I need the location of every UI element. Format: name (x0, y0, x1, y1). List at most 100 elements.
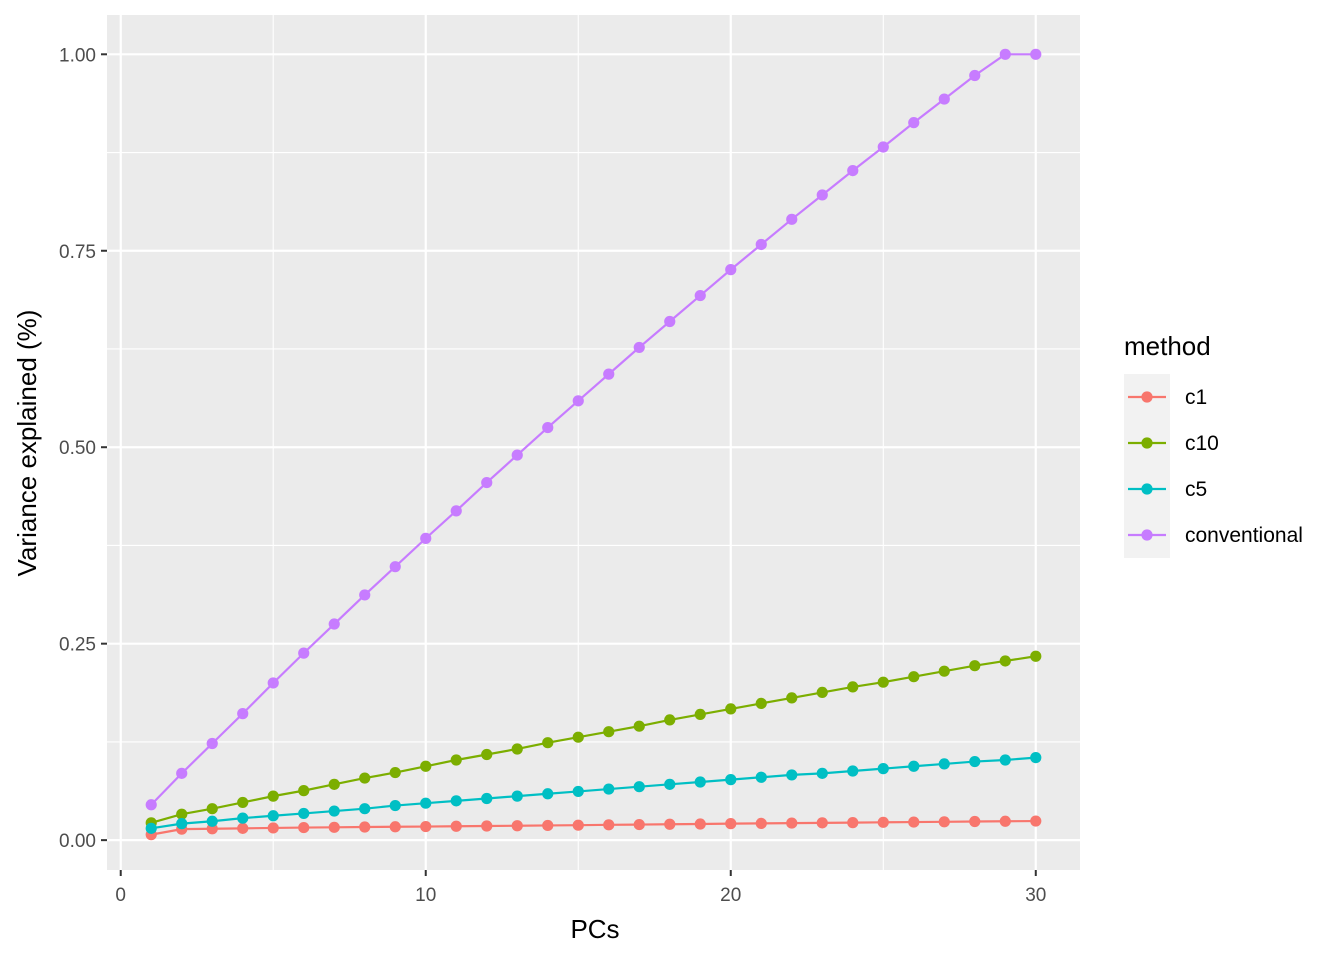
point-conventional (572, 395, 584, 407)
x-axis: 0 10 20 30 (115, 870, 1046, 906)
point-c5 (389, 799, 401, 812)
point-c10 (999, 655, 1011, 667)
point-conventional (420, 532, 432, 544)
point-conventional (542, 421, 554, 434)
point-c1 (969, 815, 981, 828)
point-c5 (816, 767, 828, 779)
point-c10 (420, 760, 432, 772)
point-conventional (359, 589, 371, 601)
point-conventional (481, 476, 493, 489)
legend-key-point-conventional (1141, 529, 1153, 541)
point-c5 (1030, 752, 1042, 764)
point-conventional (633, 341, 645, 354)
minor-gridlines (107, 15, 1080, 870)
point-c5 (603, 783, 615, 795)
point-c10 (847, 681, 859, 693)
point-c5 (755, 771, 767, 783)
point-conventional (725, 264, 737, 276)
point-c10 (603, 726, 615, 738)
legend-key-point-c5 (1141, 483, 1153, 495)
y-tick-label: 0.75 (59, 242, 96, 263)
point-c1 (938, 816, 950, 828)
point-c10 (267, 790, 279, 802)
point-c1 (786, 817, 798, 829)
point-conventional (999, 48, 1011, 60)
point-conventional (1030, 48, 1042, 60)
y-axis-title: Variance explained (%) (12, 310, 42, 577)
x-tick-label: 0 (115, 885, 126, 906)
point-c1 (1030, 815, 1042, 827)
point-c10 (176, 808, 188, 820)
point-c1 (694, 818, 706, 830)
legend-label-c5: c5 (1185, 478, 1207, 501)
point-conventional (877, 141, 889, 153)
point-c5 (450, 795, 462, 807)
legend-label-c1: c1 (1185, 386, 1207, 409)
point-c1 (389, 821, 401, 833)
point-c5 (542, 788, 554, 800)
point-c10 (969, 660, 981, 672)
point-c1 (664, 818, 676, 830)
legend-title: method (1124, 331, 1211, 361)
point-conventional (847, 164, 859, 177)
point-c10 (1030, 650, 1042, 662)
point-c1 (237, 822, 249, 834)
point-c5 (145, 822, 157, 834)
point-conventional (664, 315, 676, 328)
point-conventional (389, 561, 401, 573)
point-c10 (237, 796, 249, 809)
point-c1 (267, 822, 279, 834)
point-c5 (969, 755, 981, 768)
point-c5 (328, 805, 340, 817)
x-axis-title: PCs (570, 914, 619, 944)
point-conventional (450, 505, 462, 517)
point-c10 (450, 754, 462, 766)
point-conventional (603, 368, 615, 380)
point-c10 (908, 671, 920, 683)
point-c5 (725, 774, 737, 786)
legend: method c1 c10 c5 conventional (1124, 331, 1303, 558)
point-c1 (725, 818, 737, 830)
point-c1 (328, 821, 340, 833)
y-tick-label: 0.00 (59, 831, 96, 852)
series-line-conventional (150, 53, 1036, 806)
point-c10 (298, 785, 310, 797)
point-conventional (908, 117, 920, 129)
point-c5 (176, 818, 188, 830)
point-c5 (877, 763, 889, 775)
point-c10 (328, 778, 340, 790)
point-conventional (176, 767, 188, 779)
point-c1 (298, 821, 310, 834)
point-c10 (572, 731, 584, 743)
point-c5 (847, 765, 859, 777)
point-c10 (481, 748, 493, 761)
point-c5 (420, 797, 432, 809)
point-c1 (511, 820, 523, 832)
point-c5 (999, 754, 1011, 766)
point-c5 (664, 778, 676, 790)
point-c10 (816, 686, 828, 698)
point-c10 (206, 803, 218, 815)
point-c5 (481, 792, 493, 805)
point-c1 (420, 820, 432, 833)
point-c10 (511, 743, 523, 755)
point-c10 (389, 766, 401, 779)
point-c1 (603, 819, 615, 831)
point-c1 (481, 820, 493, 832)
point-conventional (145, 799, 157, 811)
legend-items: c1 c10 c5 conventional (1128, 386, 1303, 547)
y-tick-label: 0.25 (59, 635, 96, 656)
series-layer (145, 48, 1042, 841)
point-c1 (877, 816, 889, 828)
legend-keys-background (1124, 374, 1170, 558)
y-tick-label: 0.50 (59, 438, 96, 459)
point-c1 (359, 821, 371, 833)
point-conventional (755, 238, 767, 251)
point-c10 (755, 697, 767, 710)
x-tick-label: 20 (720, 885, 741, 906)
point-conventional (328, 618, 340, 630)
point-c10 (725, 703, 737, 715)
y-axis: 0.00 0.25 0.50 0.75 1.00 (59, 45, 107, 852)
point-c1 (633, 818, 645, 831)
